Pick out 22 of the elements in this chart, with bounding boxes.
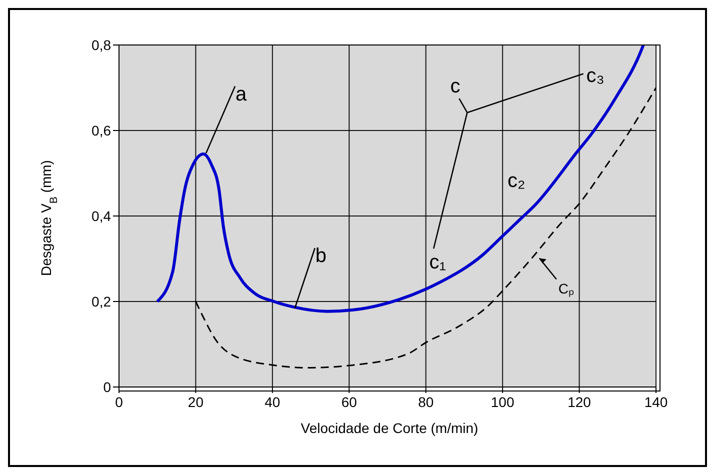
- x-tick-label: 40: [264, 394, 280, 410]
- x-tick-label: 100: [490, 394, 514, 410]
- y-tick-label: 0,8: [92, 36, 112, 53]
- y-tick-label: 0,2: [92, 293, 112, 310]
- annotation: Cₚ: [558, 280, 574, 298]
- x-axis-title: Velocidade de Corte (m/min): [300, 420, 478, 436]
- x-tick-label: 80: [418, 394, 434, 410]
- y-tick-label: 0: [103, 378, 112, 395]
- y-tick-label: 0,6: [92, 122, 112, 138]
- annotation: c₃: [586, 64, 604, 87]
- x-tick-label: 0: [115, 394, 124, 410]
- annotation: b: [315, 245, 326, 268]
- y-tick-label: 0,4: [92, 208, 112, 224]
- x-tick-label: 20: [188, 394, 204, 410]
- annotation: a: [235, 83, 248, 106]
- x-tick-label: 140: [644, 394, 668, 410]
- line-series: [156, 45, 645, 313]
- annotation: c₂: [507, 170, 526, 192]
- x-tick-label: 120: [568, 394, 592, 410]
- annotation: c₁: [429, 252, 446, 274]
- annotation: c: [450, 76, 460, 98]
- x-tick-label: 60: [341, 394, 358, 410]
